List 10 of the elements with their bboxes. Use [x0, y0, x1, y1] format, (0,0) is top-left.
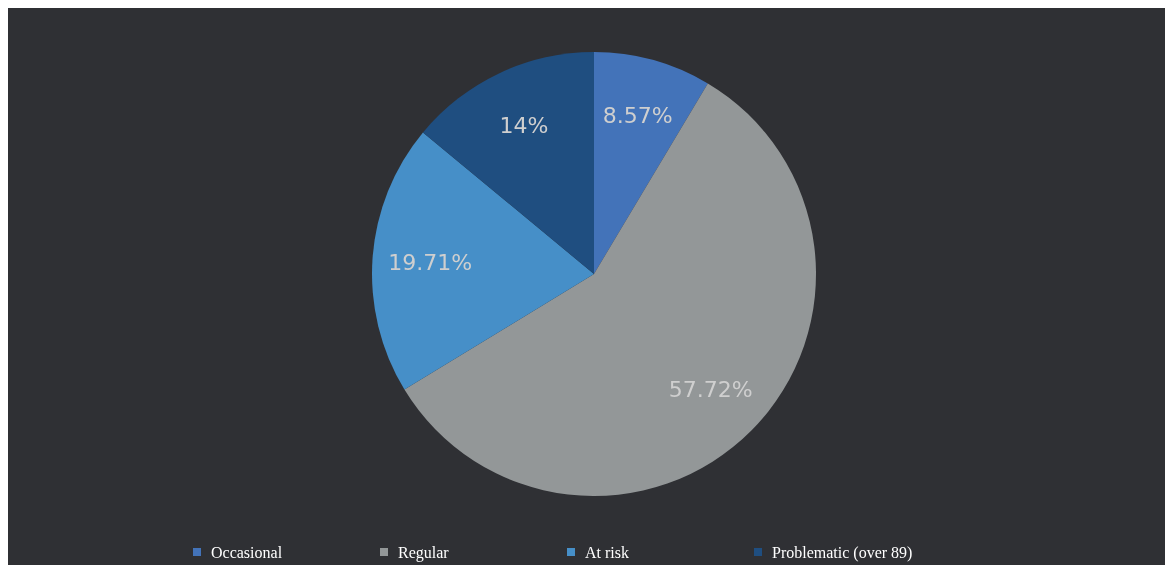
pie-slice	[372, 132, 594, 390]
pie-slice	[594, 52, 708, 274]
data-label: 19.71%	[388, 249, 473, 275]
legend-label: Regular	[398, 543, 450, 562]
legend-label: Occasional	[211, 543, 283, 561]
data-label: 8.57%	[602, 103, 673, 129]
legend-label: Problematic (over 89)	[772, 543, 913, 562]
legend-label: At risk	[585, 543, 629, 561]
data-label: 57.72%	[668, 377, 753, 403]
data-label: 14%	[499, 112, 549, 138]
